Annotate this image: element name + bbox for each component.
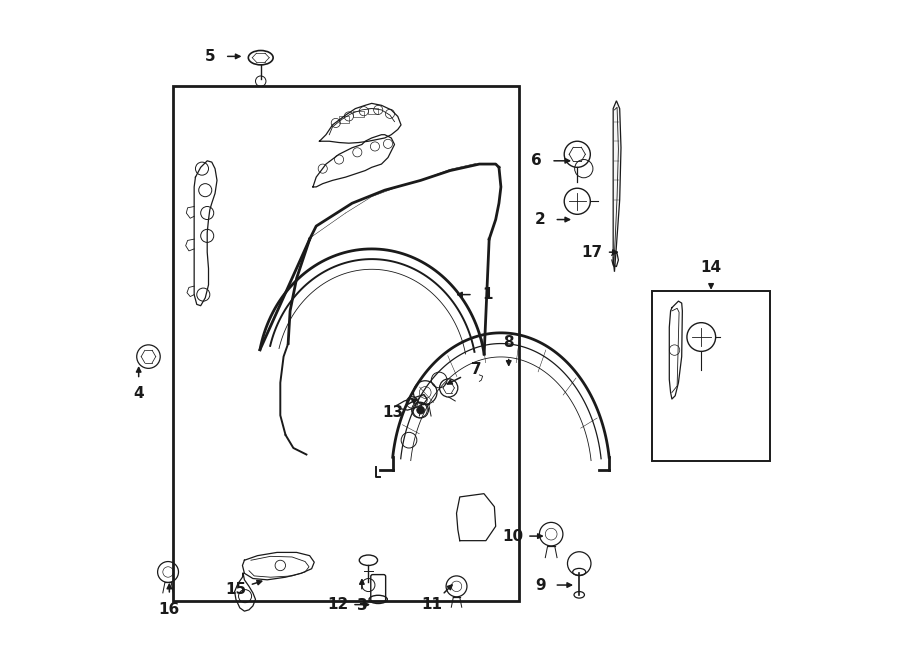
Text: 6: 6	[531, 153, 542, 169]
Text: 11: 11	[421, 598, 443, 613]
Text: 2: 2	[535, 212, 545, 227]
Text: 13: 13	[382, 405, 404, 420]
Bar	[173, 86, 518, 602]
Bar	[368, 108, 378, 114]
Bar	[652, 292, 770, 461]
Text: 8: 8	[503, 334, 514, 350]
Text: 10: 10	[502, 529, 523, 543]
Bar	[354, 110, 364, 117]
Polygon shape	[613, 100, 621, 272]
Text: 12: 12	[327, 597, 348, 612]
Text: 3: 3	[356, 598, 367, 613]
Text: 7: 7	[471, 362, 482, 377]
Text: 9: 9	[535, 578, 545, 592]
Text: 14: 14	[700, 260, 722, 275]
Text: 17: 17	[581, 245, 603, 260]
Text: 4: 4	[133, 386, 144, 401]
Text: 1: 1	[482, 287, 492, 302]
Bar	[339, 116, 349, 123]
Circle shape	[417, 407, 425, 414]
Text: 15: 15	[225, 582, 247, 597]
Text: 5: 5	[205, 49, 216, 64]
Text: 16: 16	[158, 602, 180, 617]
